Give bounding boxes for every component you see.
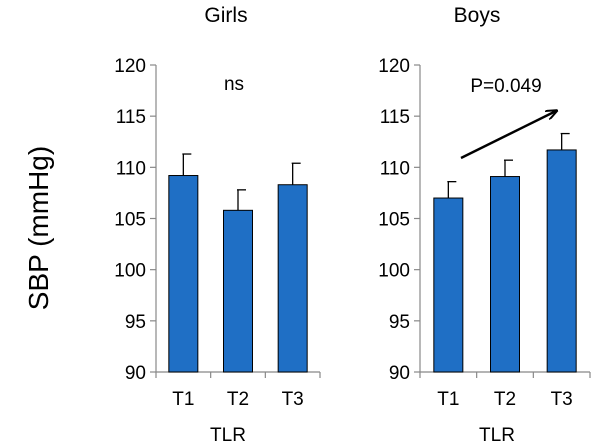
- bar: [433, 197, 464, 373]
- y-tick-label: 120: [378, 56, 410, 77]
- y-tick-label: 105: [114, 210, 146, 231]
- y-tick-label: 100: [378, 261, 410, 282]
- x-tick-label: T3: [282, 389, 304, 410]
- trend-arrow: [460, 111, 556, 160]
- bar: [490, 176, 520, 373]
- annotation: P=0.049: [470, 76, 541, 97]
- y-axis-label: SBP (mmHg): [23, 146, 54, 310]
- y-tick-label: 105: [378, 210, 410, 231]
- y-tick-label: 95: [125, 312, 146, 333]
- bar: [168, 175, 199, 373]
- x-tick-label: T1: [437, 389, 459, 410]
- bar: [277, 184, 308, 373]
- y-tick-label: 110: [116, 158, 146, 179]
- x-tick-label: T2: [227, 389, 249, 410]
- panel-girls: Girls 90 95 100 105 110 115 120 T1 T2 T3 TLR ns: [114, 4, 321, 446]
- x-tick-label: T1: [172, 389, 194, 410]
- y-tick-label: 120: [114, 56, 146, 77]
- bar: [546, 149, 577, 373]
- y-tick-label: 90: [389, 363, 410, 384]
- y-tick-label: 100: [114, 261, 146, 282]
- y-tick-label: 115: [380, 107, 410, 128]
- annotation: ns: [224, 74, 244, 95]
- x-axis-label: TLR: [479, 425, 515, 446]
- y-tick-label: 110: [380, 158, 410, 179]
- panel-title: Boys: [454, 4, 501, 27]
- bar: [223, 209, 253, 373]
- x-tick-label: T3: [551, 389, 573, 410]
- panel-boys: Boys 90 95 100 105 110 115 120 T1 T2 T3 TLR P=0.049: [378, 4, 591, 446]
- x-tick-label: T2: [494, 389, 516, 410]
- y-tick-label: 95: [389, 312, 410, 333]
- y-tick-label: 115: [116, 107, 146, 128]
- panel-title: Girls: [204, 4, 247, 27]
- y-tick-label: 90: [125, 363, 146, 384]
- x-axis-label: TLR: [210, 425, 246, 446]
